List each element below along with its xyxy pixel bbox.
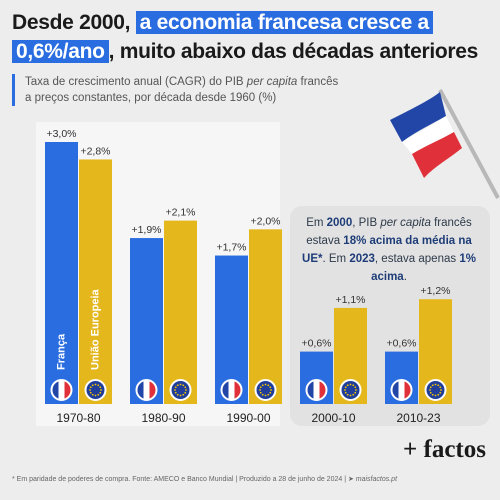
chart-subtitle: Taxa de crescimento anual (CAGR) do PIB … — [12, 74, 342, 106]
title-part-1: Desde 2000, — [12, 11, 136, 34]
callout-bold: 2023 — [349, 253, 375, 265]
brand-logo: + factos — [403, 436, 486, 463]
category-label: 1990-00 — [226, 411, 270, 425]
value-label: +0,6% — [386, 338, 416, 350]
category-label: 1980-90 — [141, 411, 185, 425]
category-label: 1970-80 — [56, 411, 100, 425]
category-label: 2010-23 — [396, 411, 440, 425]
value-label: +2,8% — [80, 145, 110, 157]
series-label-eu: União Europeia — [89, 288, 101, 370]
callout-text: Em — [306, 217, 327, 229]
french-flag-illustration — [390, 89, 500, 199]
eu-flag-icon — [424, 379, 447, 401]
callout-italic: per capita — [380, 217, 431, 229]
france-flag-icon — [50, 379, 73, 401]
eu-flag-icon — [84, 379, 107, 401]
france-flag-icon — [305, 379, 328, 401]
callout-text: . — [403, 271, 407, 283]
page-title: Desde 2000, a economia francesa cresce a… — [12, 8, 492, 66]
callout-bold: 1% acima — [371, 253, 476, 283]
bar-eu-1970-80 — [79, 159, 112, 404]
footnote-link[interactable]: ➤ maisfactos.pt — [347, 476, 398, 483]
footnote-text: * Em paridade de poderes de compra. Font… — [12, 476, 348, 483]
eu-flag-icon — [254, 379, 277, 401]
callout-bold: 2000 — [326, 217, 353, 229]
france-flag-icon — [390, 379, 413, 401]
value-label: +3,0% — [46, 128, 76, 140]
bar-france-1970-80 — [45, 142, 78, 404]
title-highlight-2: 0,6%/ano — [12, 40, 109, 63]
value-label: +2,1% — [165, 207, 195, 219]
series-label-france: França — [55, 333, 67, 370]
callout-bold: 18% acima da média na UE* — [302, 235, 472, 265]
value-label: +1,2% — [420, 285, 450, 297]
value-label: +1,7% — [216, 242, 246, 254]
callout-text: . Em — [322, 253, 350, 265]
value-label: +1,1% — [335, 294, 365, 306]
france-flag-icon — [220, 379, 243, 401]
france-flag-icon — [135, 379, 158, 401]
eu-flag-icon — [339, 379, 362, 401]
bar-eu-1980-90 — [164, 220, 197, 404]
subtitle-line-2: a preços constantes, por década desde 19… — [25, 92, 277, 104]
callout-text: , PIB — [352, 217, 381, 229]
bar-eu-1990-00 — [249, 229, 282, 404]
subtitle-italic: per capita — [246, 76, 298, 88]
value-label: +2,0% — [250, 215, 280, 227]
title-part-2: , muito abaixo das décadas anteriores — [108, 40, 479, 63]
callout-text: , estava apenas — [374, 253, 460, 265]
category-label: 2000-10 — [311, 411, 355, 425]
eu-flag-icon — [169, 379, 192, 401]
callout-note: Em 2000, PIB per capita francês estava 1… — [300, 214, 478, 286]
subtitle-text-b: francês — [297, 76, 339, 88]
callout-text: francês estava — [306, 217, 472, 247]
title-highlight-1: a economia francesa cresce a — [135, 11, 433, 34]
value-label: +1,9% — [131, 224, 161, 236]
subtitle-text-a: Taxa de crescimento anual (CAGR) do PIB — [25, 76, 247, 88]
bar-france-1980-90 — [130, 238, 163, 404]
footnote: * Em paridade de poderes de compra. Font… — [12, 475, 397, 483]
value-label: +0,6% — [301, 338, 331, 350]
